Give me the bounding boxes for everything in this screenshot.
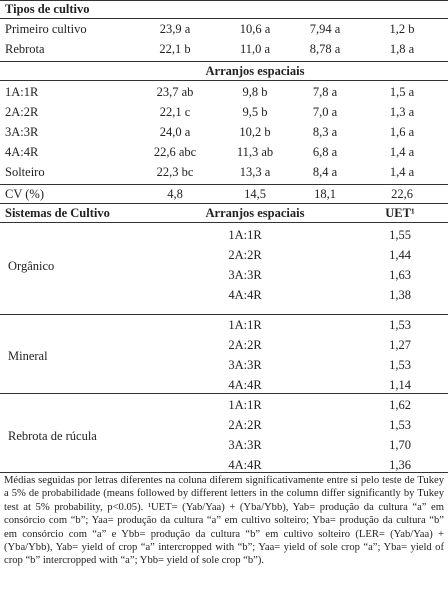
uet-value: 1,55 <box>389 228 411 242</box>
cell: 1,2 b <box>389 22 415 36</box>
row-label: 1A:1R <box>5 85 39 99</box>
arrangement: 3A:3R <box>228 438 262 452</box>
cell: 23,7 ab <box>156 85 194 99</box>
arrangement: 1A:1R <box>228 318 262 332</box>
cell: 8,3 a <box>312 125 338 139</box>
cell: 7,0 a <box>312 105 338 119</box>
footnote: Médias seguidas por letras diferentes na… <box>4 475 444 567</box>
cell: 23,9 a <box>159 22 191 36</box>
cell: 22,6 abc <box>153 145 197 159</box>
cell: 8,4 a <box>312 165 338 179</box>
cell: 11,3 ab <box>236 145 274 159</box>
cell: 9,8 b <box>242 85 268 99</box>
arrangement: 2A:2R <box>228 338 262 352</box>
row-label: Rebrota <box>5 42 45 56</box>
cell: 1,6 a <box>389 125 415 139</box>
row-label: CV (%) <box>5 187 45 201</box>
cell: 11,0 a <box>239 42 271 56</box>
arrangement: 4A:4R <box>228 378 262 392</box>
uet-value: 1,36 <box>389 458 411 472</box>
cell: 1,3 a <box>389 105 415 119</box>
section-header: Tipos de cultivo <box>5 2 90 16</box>
cell: 13,3 a <box>239 165 271 179</box>
cell: 4,8 <box>167 187 183 201</box>
uet-value: 1,70 <box>389 438 411 452</box>
section-header: Arranjos espaciais <box>205 64 305 78</box>
cell: 24,0 a <box>159 125 191 139</box>
uet-value: 1,63 <box>389 268 411 282</box>
arrangement: 1A:1R <box>228 228 262 242</box>
rule <box>0 203 448 204</box>
cell: 8,78 a <box>309 42 341 56</box>
system-label: Orgânico <box>8 259 55 273</box>
arrangement: 4A:4R <box>228 458 262 472</box>
rule <box>0 184 448 185</box>
cell: 7,94 a <box>309 22 341 36</box>
cell: 22,6 <box>391 187 413 201</box>
cell: 1,5 a <box>389 85 415 99</box>
column-header: UET¹ <box>385 206 415 220</box>
system-label: Rebrota de rúcula <box>8 429 97 443</box>
cell: 22,1 b <box>159 42 191 56</box>
arrangement: 2A:2R <box>228 418 262 432</box>
uet-value: 1,14 <box>389 378 411 392</box>
rule <box>0 222 448 223</box>
cell: 18,1 <box>314 187 336 201</box>
row-label: 2A:2R <box>5 105 39 119</box>
cell: 1,4 a <box>389 145 415 159</box>
uet-value: 1,62 <box>389 398 411 412</box>
uet-value: 1,27 <box>389 338 411 352</box>
rule <box>0 61 448 62</box>
cell: 1,4 a <box>389 165 415 179</box>
column-header: Arranjos espaciais <box>205 206 305 220</box>
cell: 1,8 a <box>389 42 415 56</box>
row-label: 4A:4R <box>5 145 39 159</box>
rule <box>0 80 448 81</box>
uet-value: 1,44 <box>389 248 411 262</box>
cell: 22,3 bc <box>156 165 194 179</box>
row-label: Primeiro cultivo <box>5 22 87 36</box>
row-label: Solteiro <box>5 165 45 179</box>
arrangement: 4A:4R <box>228 288 262 302</box>
arrangement: 3A:3R <box>228 358 262 372</box>
cell: 6,8 a <box>312 145 338 159</box>
rule <box>0 472 448 473</box>
cell: 14,5 <box>244 187 266 201</box>
uet-value: 1,53 <box>389 358 411 372</box>
arrangement: 2A:2R <box>228 248 262 262</box>
uet-value: 1,53 <box>389 318 411 332</box>
cell: 10,6 a <box>239 22 271 36</box>
arrangement: 3A:3R <box>228 268 262 282</box>
cell: 22,1 c <box>159 105 191 119</box>
uet-value: 1,38 <box>389 288 411 302</box>
rule <box>0 393 448 394</box>
rule <box>0 0 448 1</box>
arrangement: 1A:1R <box>228 398 262 412</box>
uet-value: 1,53 <box>389 418 411 432</box>
system-label: Mineral <box>8 349 48 363</box>
row-label: 3A:3R <box>5 125 39 139</box>
rule <box>0 314 448 315</box>
cell: 7,8 a <box>312 85 338 99</box>
cell: 10,2 b <box>239 125 271 139</box>
column-header: Sistemas de Cultivo <box>5 206 110 220</box>
rule <box>0 18 448 19</box>
cell: 9,5 b <box>242 105 268 119</box>
